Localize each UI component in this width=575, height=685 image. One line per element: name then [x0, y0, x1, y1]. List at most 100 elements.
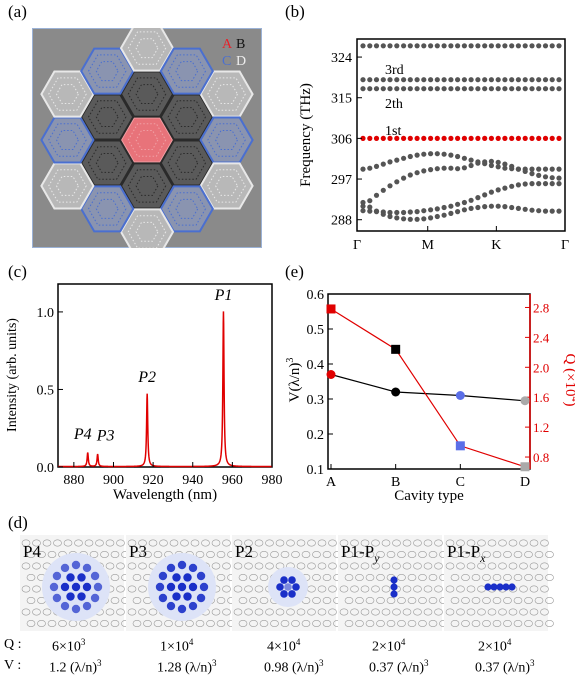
lattice-hole: [259, 550, 269, 558]
lattice-hole: [471, 620, 481, 628]
band-point: [502, 77, 508, 83]
lattice-hole: [423, 562, 433, 570]
band-point: [394, 77, 400, 83]
band-point: [529, 77, 535, 83]
band-point: [428, 43, 434, 49]
x-tick-label: B: [391, 475, 400, 490]
band-point: [556, 166, 562, 172]
lattice-hole: [397, 596, 406, 604]
spectrum-line: [58, 311, 272, 468]
lattice-hole: [355, 550, 364, 558]
lattice-hole: [153, 620, 163, 628]
band-point: [428, 135, 434, 141]
left-y-tick-label: 0.1: [307, 463, 325, 478]
lattice-hole: [376, 550, 385, 558]
band-point: [495, 164, 501, 170]
lattice-hole: [322, 573, 332, 581]
lattice-hole: [534, 620, 544, 628]
band-point: [495, 86, 501, 92]
band-point: [380, 211, 386, 217]
lattice-hole: [21, 562, 31, 570]
band-point: [455, 166, 461, 172]
band-point: [536, 181, 542, 187]
lattice-hole: [519, 585, 528, 593]
band-point: [360, 43, 366, 49]
band-point: [414, 170, 420, 176]
band-point: [488, 203, 494, 209]
lattice-hole: [350, 608, 359, 616]
lattice-hole: [545, 620, 554, 628]
lattice-hole: [307, 539, 316, 547]
band-point: [455, 209, 461, 215]
lattice-hole: [265, 539, 274, 547]
hexagon-hole-pattern: [48, 123, 87, 157]
v-value-0: 1.2 (λ/n)3: [49, 658, 102, 676]
band-point: [387, 213, 393, 220]
x-tick-label: 900: [103, 473, 124, 488]
lattice-hole: [185, 620, 194, 628]
lattice-hole: [513, 620, 523, 628]
band-point: [380, 135, 386, 141]
lattice-hole: [100, 620, 109, 628]
lattice-hole: [328, 585, 337, 593]
lattice-hole: [365, 573, 375, 581]
lattice-hole: [397, 573, 406, 581]
band-point: [529, 207, 535, 213]
lattice-hole: [143, 550, 152, 558]
lattice-hole: [206, 550, 215, 558]
x-axis-label-c: Wavelength (nm): [113, 487, 217, 503]
lattice-hole: [132, 596, 142, 604]
band-point: [394, 157, 400, 163]
field-lobe: [276, 583, 284, 591]
band-point: [542, 135, 549, 141]
band-point: [536, 172, 542, 178]
q-value-1: 1×104: [160, 637, 194, 655]
band-point: [515, 182, 521, 188]
lattice-hole: [540, 585, 549, 593]
lattice-hole: [317, 585, 327, 593]
legend-d-letter: D: [236, 54, 246, 69]
cavity-lattice-image: A B C D: [32, 28, 262, 248]
lattice-hole: [498, 539, 507, 547]
lattice-hole: [456, 539, 465, 547]
lattice-hole: [89, 550, 99, 558]
lattice-hole: [350, 562, 359, 570]
lattice-hole: [169, 539, 179, 547]
hexagon-hole-pattern: [135, 38, 159, 59]
lattice-hole: [249, 620, 258, 628]
band-point: [401, 216, 407, 222]
band-label-3rd: 3rd: [385, 63, 404, 78]
band-point: [515, 205, 521, 211]
band-point: [387, 43, 393, 49]
lattice-hole: [456, 608, 465, 616]
lattice-hole: [360, 539, 370, 547]
lattice-hole: [21, 608, 31, 616]
panel-b-label: (b): [285, 2, 305, 21]
lattice-hole: [296, 562, 306, 570]
field-lobe: [82, 601, 92, 611]
lattice-hole: [355, 620, 364, 628]
lattice-hole: [249, 550, 258, 558]
band-point: [434, 77, 440, 83]
lattice-hole: [89, 620, 99, 628]
hexagon-hole-pattern: [127, 77, 167, 111]
band-point: [367, 86, 373, 92]
field-lobe: [90, 571, 100, 581]
field-lobe: [90, 593, 100, 603]
band-point: [414, 209, 420, 215]
lattice-hole: [26, 573, 36, 581]
x-ticks-e: A B C D: [326, 464, 530, 490]
q-point: [520, 462, 530, 472]
series-line-left: [330, 373, 526, 402]
band-point: [509, 183, 515, 189]
x-tick-label: 920: [143, 473, 164, 488]
hexagon-hole-pattern: [135, 176, 159, 196]
band-point: [414, 216, 420, 222]
lattice-hole: [132, 573, 142, 581]
band-point: [468, 135, 474, 141]
band-point: [434, 166, 440, 172]
field-lobe: [93, 582, 103, 592]
lattice-hole: [26, 620, 36, 628]
band-point: [421, 77, 427, 83]
hexagon-hole-pattern: [175, 153, 199, 173]
